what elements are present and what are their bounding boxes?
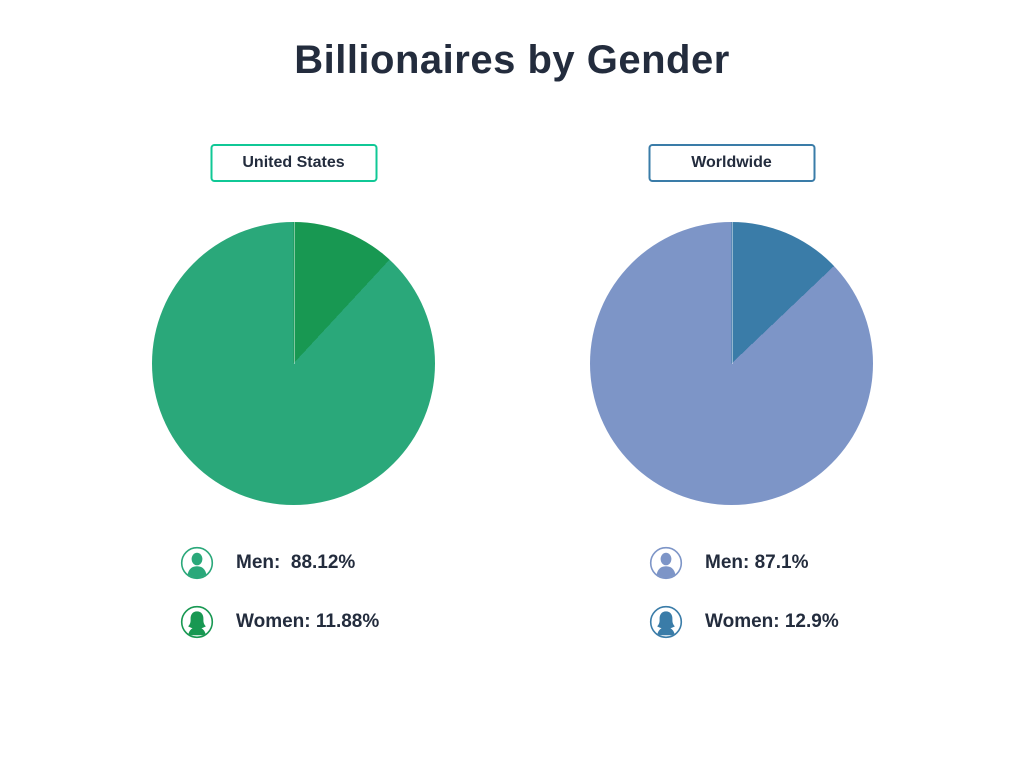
legend-text-women: Women: 11.88% <box>236 611 380 632</box>
legend-text-men: Men: 88.12% <box>236 552 356 573</box>
chart-label-worldwide: Worldwide <box>648 144 815 182</box>
legend-text-men: Men: 87.1% <box>705 552 809 573</box>
chart-label-text: Worldwide <box>691 154 772 171</box>
page-title: Billionaires by Gender <box>294 38 730 82</box>
chart-label-text: United States <box>242 154 345 171</box>
female-avatar-icon <box>649 605 683 639</box>
male-avatar-icon <box>649 546 683 580</box>
legend-row-men: Men: 88.12% <box>180 546 379 580</box>
chart-label-united-states: United States <box>210 144 377 182</box>
legend-row-women: Women: 12.9% <box>649 605 839 639</box>
legend-united-states: Men: 88.12% Women: 11.88% <box>180 546 379 639</box>
chart-column-united-states: United States Men: 88.12% <box>152 144 435 684</box>
legend-row-women: Women: 11.88% <box>180 605 379 639</box>
legend-text-women: Women: 12.9% <box>705 611 839 632</box>
legend-worldwide: Men: 87.1% Women: 12.9% <box>649 546 839 639</box>
chart-column-worldwide: Worldwide Men: 87.1% <box>590 144 873 684</box>
pie-chart-united-states <box>152 222 435 505</box>
legend-row-men: Men: 87.1% <box>649 546 839 580</box>
female-avatar-icon <box>180 605 214 639</box>
male-avatar-icon <box>180 546 214 580</box>
pie-chart-worldwide <box>590 222 873 505</box>
